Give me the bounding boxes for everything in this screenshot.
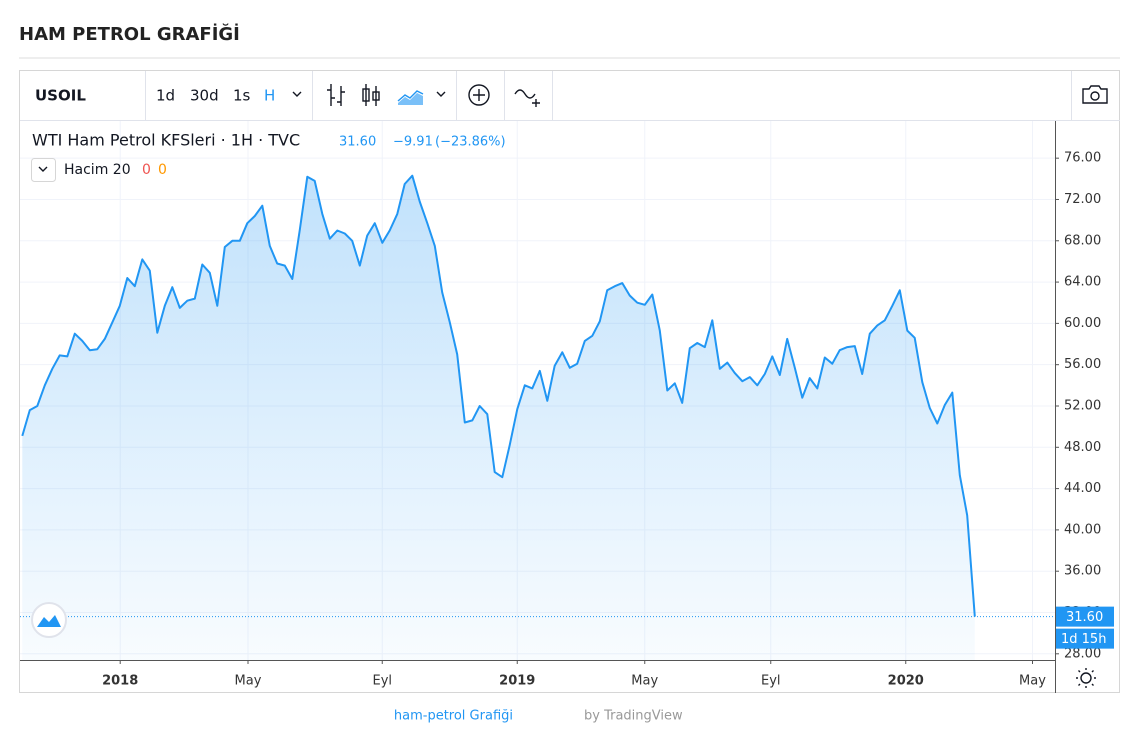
plot [20, 121, 1055, 660]
countdown: 1d 15h [1061, 632, 1106, 647]
series-title: WTI Ham Petrol KFSleri · 1H · TVC [32, 131, 300, 150]
settings-icon[interactable] [1080, 672, 1092, 684]
chevron [38, 166, 48, 172]
x-tick-label: May [1019, 674, 1046, 689]
y-tick-label: 60.00 [1064, 316, 1101, 331]
legend: WTI Ham Petrol KFSleri · 1H · TVC 31.60 … [31, 131, 506, 182]
dropdown[interactable] [436, 91, 446, 97]
dropdown[interactable] [292, 91, 302, 97]
interval[interactable]: 30d [190, 87, 219, 105]
candles-icon[interactable] [365, 84, 377, 106]
indicators-icon[interactable] [514, 89, 540, 107]
x-tick-label: 2018 [102, 674, 138, 689]
x-tick-label: Eyl [761, 674, 781, 689]
y-tick-label: 56.00 [1064, 357, 1101, 372]
price-tag [1056, 606, 1114, 627]
tv-logo-mark [37, 615, 61, 627]
y-tick-label: 68.00 [1064, 233, 1101, 248]
y-tick-label: 52.00 [1064, 398, 1101, 413]
camera-icon[interactable] [1082, 85, 1108, 104]
change: −9.91 [393, 135, 433, 150]
x-tick-label: May [631, 674, 658, 689]
tv-logo[interactable] [31, 602, 67, 638]
volume-value: 0 [142, 162, 151, 178]
interval[interactable]: 1s [233, 87, 251, 105]
x-tick-label: 2020 [888, 674, 924, 689]
volume-value: 0 [158, 162, 167, 178]
series [21, 174, 976, 660]
price-tag-label: 31.60 [1066, 610, 1103, 625]
toolbar: USOIL 1d 30d 1s H [35, 71, 1108, 120]
compare-icon[interactable] [468, 84, 490, 106]
y-tick-label: 36.00 [1064, 564, 1101, 579]
y-tick-label: 40.00 [1064, 522, 1101, 537]
line [21, 174, 976, 617]
x-tick-label: May [235, 674, 262, 689]
footer-link[interactable]: ham-petrol Grafiği [394, 709, 513, 724]
symbol[interactable]: USOIL [35, 87, 86, 105]
interval[interactable]: H [264, 87, 275, 105]
area-icon-line [397, 90, 424, 102]
y-tick-label: 28.00 [1064, 646, 1101, 661]
y-tick-label: 64.00 [1064, 275, 1101, 290]
footer-by: by TradingView [584, 709, 683, 724]
x-tick-label: 2019 [499, 674, 535, 689]
camera-lens [1090, 91, 1100, 101]
area-icon[interactable] [398, 93, 423, 105]
page-title: HAM PETROL GRAFİĞİ [19, 23, 240, 45]
last-value: 31.60 [339, 135, 376, 150]
y-tick-label: 48.00 [1064, 440, 1101, 455]
y-tick-label: 44.00 [1064, 481, 1101, 496]
interval[interactable]: 1d [156, 87, 175, 105]
y-tick-label: 76.00 [1064, 151, 1101, 166]
countdown-tag [1056, 628, 1114, 649]
area [22, 175, 975, 660]
x-tick-label: Eyl [372, 674, 392, 689]
compare-plus [473, 89, 485, 101]
change-pct: (−23.86%) [435, 135, 506, 150]
settings-teeth [1076, 668, 1096, 688]
candle [372, 91, 380, 101]
candle [362, 88, 370, 102]
y-tick-label: 72.00 [1064, 192, 1101, 207]
bars-icon[interactable] [327, 84, 345, 106]
volume-label: Hacim 20 [64, 162, 131, 178]
